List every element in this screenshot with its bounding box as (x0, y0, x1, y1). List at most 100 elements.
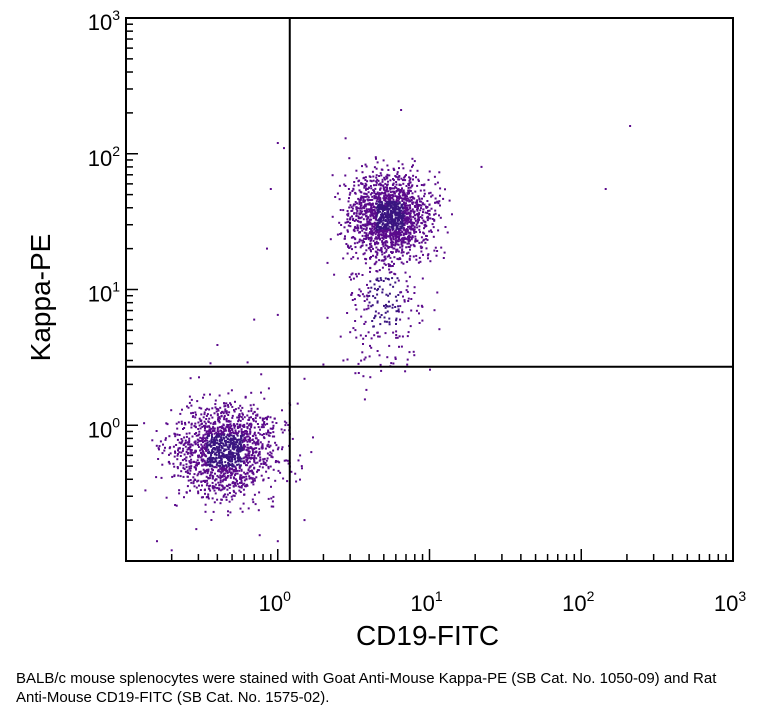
data-point (223, 454, 226, 457)
data-point (211, 450, 213, 453)
data-point (398, 184, 401, 186)
data-point (221, 484, 224, 487)
data-point (213, 457, 216, 460)
data-point (258, 459, 261, 462)
data-point (238, 423, 241, 426)
data-point (282, 477, 285, 480)
data-point (234, 441, 237, 444)
data-point (274, 441, 277, 444)
data-point (409, 244, 412, 247)
data-point (354, 372, 357, 375)
data-point (410, 238, 413, 241)
data-point (370, 256, 372, 258)
data-point (363, 237, 366, 240)
data-point (206, 464, 209, 467)
data-point (256, 407, 259, 410)
data-point (392, 241, 394, 244)
data-point (206, 457, 209, 460)
data-point (178, 489, 181, 492)
data-point (416, 226, 419, 229)
data-point (393, 202, 396, 205)
data-point (170, 409, 173, 412)
data-point (432, 226, 435, 229)
data-point (398, 257, 401, 260)
data-point (189, 377, 192, 380)
data-point (446, 231, 449, 234)
data-point (272, 449, 275, 452)
data-point (231, 437, 234, 440)
data-point (183, 468, 186, 470)
data-point (207, 495, 210, 498)
data-point (380, 174, 383, 177)
data-point (360, 227, 363, 230)
data-point (248, 440, 251, 443)
data-point (421, 277, 424, 280)
data-point (384, 208, 387, 211)
data-point (425, 238, 428, 241)
data-point (395, 183, 398, 186)
data-point (394, 239, 397, 242)
data-point (376, 221, 379, 224)
data-point (414, 190, 417, 193)
data-point (266, 445, 269, 448)
data-point (203, 411, 206, 414)
data-point (360, 195, 363, 198)
data-point (223, 416, 226, 419)
data-point (212, 438, 215, 441)
data-point (234, 478, 237, 481)
data-point (214, 448, 217, 451)
data-point (242, 476, 245, 479)
data-point (216, 447, 219, 450)
data-point (206, 435, 209, 437)
data-point (218, 484, 221, 487)
data-point (436, 291, 439, 294)
data-point (346, 252, 349, 255)
data-point (356, 241, 359, 244)
data-point (338, 184, 341, 187)
data-point (248, 460, 251, 463)
data-point (356, 209, 359, 212)
data-point (399, 215, 402, 218)
data-point (174, 450, 176, 453)
data-point (410, 199, 413, 202)
data-point (414, 201, 417, 204)
data-point (245, 475, 248, 478)
data-point (260, 391, 262, 394)
data-point (364, 209, 367, 212)
data-point (227, 404, 229, 407)
data-point (243, 471, 246, 474)
data-point (421, 319, 424, 322)
data-point (425, 225, 428, 227)
data-point (362, 198, 365, 201)
data-point (392, 233, 395, 236)
data-point (416, 222, 419, 225)
data-point (374, 215, 377, 218)
data-point (386, 255, 389, 258)
data-point (249, 476, 252, 479)
data-point (413, 214, 416, 217)
data-point (223, 468, 226, 471)
data-point (368, 301, 371, 304)
data-point (350, 236, 353, 239)
data-point (240, 432, 243, 434)
data-point (388, 268, 391, 271)
data-point (189, 479, 192, 481)
data-point (367, 287, 370, 289)
data-point (209, 460, 212, 463)
data-point (357, 217, 360, 220)
data-point (186, 441, 189, 444)
data-point (407, 211, 410, 214)
data-point (203, 489, 206, 492)
data-point (381, 234, 384, 237)
data-point (411, 235, 414, 238)
data-point (410, 298, 413, 300)
data-point (241, 441, 244, 444)
data-point (205, 450, 208, 452)
data-point (190, 398, 193, 401)
data-point (401, 230, 404, 233)
data-point (239, 450, 242, 453)
data-point (239, 445, 242, 447)
data-point (237, 430, 240, 433)
data-point (202, 458, 205, 461)
data-point (211, 441, 214, 444)
